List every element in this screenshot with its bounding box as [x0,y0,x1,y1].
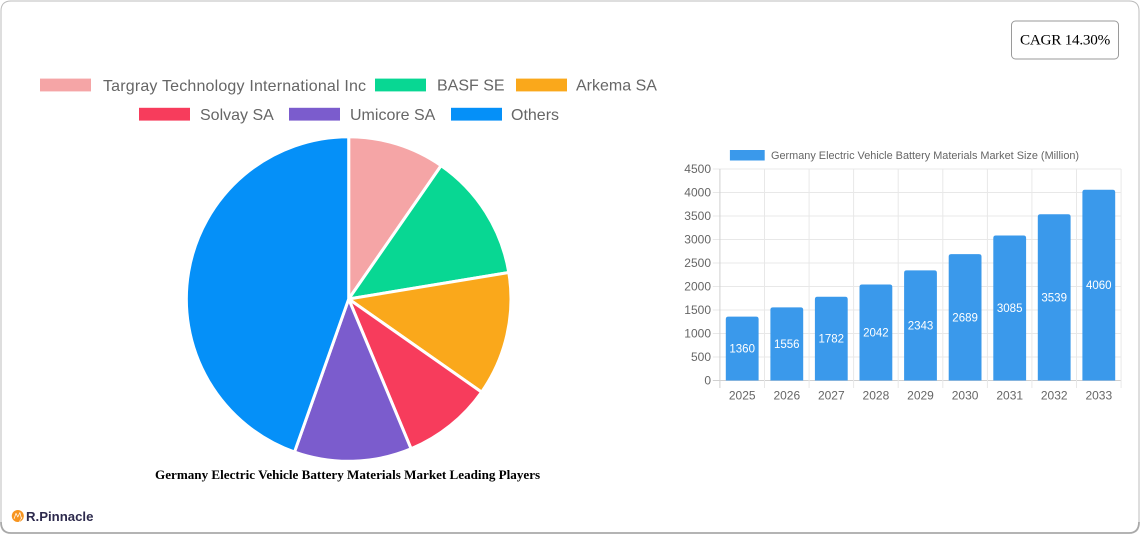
svg-text:1782: 1782 [819,334,845,346]
svg-text:1000: 1000 [684,327,711,341]
svg-text:4060: 4060 [1086,280,1112,292]
svg-text:Umicore SA: Umicore SA [350,107,436,124]
svg-text:Arkema SA: Arkema SA [576,78,657,95]
svg-text:Others: Others [511,107,559,124]
svg-text:Solvay SA: Solvay SA [200,107,274,124]
svg-text:2032: 2032 [1041,389,1068,403]
svg-text:3539: 3539 [1041,292,1067,304]
svg-text:2027: 2027 [818,389,845,403]
svg-text:3500: 3500 [684,209,711,223]
svg-text:Targray Technology Internation: Targray Technology International Inc [103,78,366,95]
svg-text:BASF SE: BASF SE [437,78,505,95]
svg-text:2500: 2500 [684,256,711,270]
svg-text:1556: 1556 [774,339,800,351]
svg-text:2026: 2026 [773,389,800,403]
svg-text:Germany Electric Vehicle Batte: Germany Electric Vehicle Battery Materia… [771,150,1079,162]
svg-text:2028: 2028 [863,389,890,403]
svg-text:0: 0 [704,374,711,388]
svg-text:1500: 1500 [684,303,711,317]
svg-text:2689: 2689 [952,312,978,324]
svg-text:2030: 2030 [952,389,979,403]
svg-text:3085: 3085 [997,303,1023,315]
svg-text:2031: 2031 [996,389,1023,403]
svg-text:Germany Electric Vehicle Batte: Germany Electric Vehicle Battery Materia… [155,467,540,482]
svg-text:2000: 2000 [684,280,711,294]
svg-text:2033: 2033 [1085,389,1112,403]
svg-text:3000: 3000 [684,233,711,247]
svg-text:4000: 4000 [684,186,711,200]
svg-text:2042: 2042 [863,328,889,340]
svg-text:R.Pinnacle: R.Pinnacle [26,509,93,524]
svg-text:2343: 2343 [908,320,934,332]
svg-text:4500: 4500 [684,162,711,176]
svg-text:500: 500 [691,350,711,364]
svg-text:2029: 2029 [907,389,934,403]
svg-text:CAGR 14.30%: CAGR 14.30% [1020,32,1111,49]
svg-text:1360: 1360 [729,344,755,356]
svg-text:2025: 2025 [729,389,756,403]
